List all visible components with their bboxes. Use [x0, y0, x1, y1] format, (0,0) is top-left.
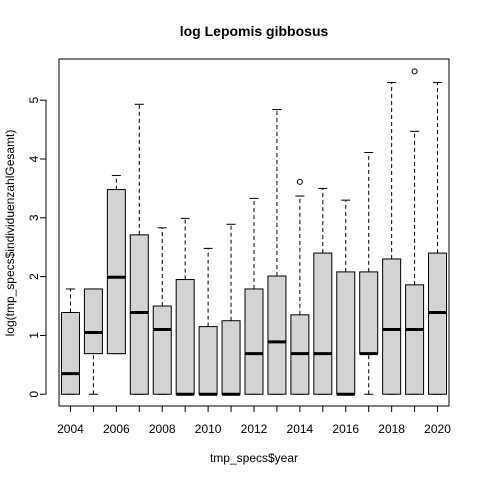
y-tick-label: 5 [27, 97, 41, 104]
x-tick-label: 2006 [103, 422, 130, 436]
iqr-box [152, 305, 172, 395]
box-2005 [83, 288, 103, 395]
iqr-box [198, 326, 218, 395]
iqr-box [382, 258, 402, 395]
iqr-box [244, 288, 264, 395]
iqr-box [221, 320, 241, 395]
iqr-box [428, 252, 448, 395]
iqr-box [175, 279, 195, 395]
y-axis: 0 1 2 3 4 5 [27, 97, 47, 398]
y-tick-label: 1 [27, 332, 41, 339]
box-2015 [313, 187, 333, 395]
box-2008 [152, 227, 172, 395]
box-2007 [129, 103, 149, 395]
iqr-box [106, 189, 126, 355]
x-tick-label: 2012 [241, 422, 268, 436]
x-tick-label: 2016 [332, 422, 359, 436]
iqr-box [83, 288, 103, 355]
iqr-box [313, 252, 333, 395]
box-2019 [405, 68, 425, 395]
outlier-point [296, 178, 303, 185]
box-2018 [382, 82, 402, 395]
outlier-point [411, 68, 418, 75]
box-2011 [221, 223, 241, 396]
y-tick-label: 4 [27, 155, 41, 162]
iqr-box [336, 271, 356, 395]
box-2014 [290, 178, 310, 395]
iqr-box [405, 284, 425, 395]
box-2013 [267, 109, 287, 395]
x-axis: 2004 2006 2008 2010 2012 2014 2016 2018 2020 [57, 405, 451, 436]
y-tick-label: 2 [27, 273, 41, 280]
x-tick-label: 2010 [195, 422, 222, 436]
iqr-box [359, 271, 379, 355]
x-tick-label: 2008 [149, 422, 176, 436]
chart-title: log Lepomis gibbosus [180, 23, 329, 39]
iqr-box [60, 311, 80, 395]
box-2010 [198, 247, 218, 396]
x-tick-label: 2020 [424, 422, 451, 436]
plot-area [60, 68, 448, 396]
x-axis-label: tmp_specs$year [210, 451, 298, 465]
y-tick-label: 0 [27, 391, 41, 398]
iqr-box [129, 234, 149, 395]
box-2004 [60, 288, 80, 395]
box-2016 [336, 199, 356, 396]
x-tick-label: 2004 [57, 422, 84, 436]
box-2006 [106, 174, 126, 355]
y-tick-label: 3 [27, 214, 41, 221]
box-2020 [428, 82, 448, 395]
box-2009 [175, 217, 195, 396]
box-2012 [244, 197, 264, 395]
x-tick-label: 2014 [287, 422, 314, 436]
iqr-box [267, 275, 287, 395]
x-tick-label: 2018 [378, 422, 405, 436]
box-2017 [359, 152, 379, 395]
y-axis-label: log(tmp_specs$individuenzahlGesamt) [3, 130, 17, 337]
